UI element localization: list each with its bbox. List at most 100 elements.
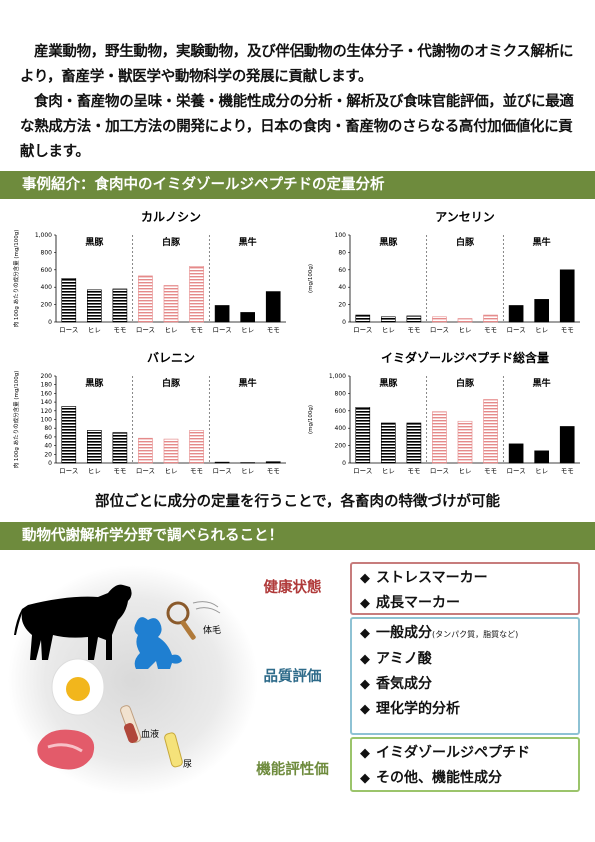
y-tick-label: 60 bbox=[44, 434, 52, 441]
x-tick-label: ヒレ bbox=[459, 467, 472, 475]
x-tick-label: ロース bbox=[59, 326, 78, 334]
y-tick-label: 0 bbox=[48, 460, 52, 467]
y-tick-label: 20 bbox=[338, 302, 346, 309]
bar bbox=[61, 406, 77, 464]
brush-icon bbox=[166, 601, 221, 640]
x-tick-label: ヒレ bbox=[165, 467, 178, 475]
x-tick-label: モモ bbox=[407, 467, 420, 475]
egg-icon bbox=[51, 658, 105, 716]
y-tick-label: 200 bbox=[41, 373, 53, 380]
bar bbox=[214, 461, 230, 464]
bar bbox=[432, 411, 447, 464]
x-tick-label: モモ bbox=[267, 467, 280, 475]
blood-tube-icon bbox=[120, 705, 142, 743]
fur-label: 体毛 bbox=[203, 624, 221, 636]
y-tick-label: 100 bbox=[41, 417, 53, 424]
x-tick-label: ヒレ bbox=[535, 467, 548, 475]
bar bbox=[240, 462, 255, 464]
x-tick-label: ヒレ bbox=[88, 467, 101, 475]
y-tick-label: 600 bbox=[335, 408, 347, 415]
y-tick-label: 0 bbox=[48, 319, 52, 326]
x-tick-label: モモ bbox=[113, 467, 126, 475]
y-axis-label: 肉 100g あたりの成分含量 (mg/100g) bbox=[12, 371, 20, 469]
bar bbox=[163, 285, 179, 323]
y-axis-label: (mg/100g) bbox=[308, 405, 314, 434]
x-tick-label: ロース bbox=[430, 467, 449, 475]
list-item: ◆ 一般成分(タンパク質，脂質など) bbox=[360, 625, 519, 641]
bar bbox=[214, 305, 230, 323]
chart-caption: 部位ごとに成分の定量を行うことで，各畜肉の特徴づけが可能 bbox=[95, 494, 500, 510]
urine-label: 尿 bbox=[183, 759, 192, 770]
y-tick-label: 140 bbox=[41, 399, 53, 406]
dog-icon bbox=[134, 617, 182, 669]
bar bbox=[457, 318, 473, 323]
x-tick-label: モモ bbox=[267, 326, 280, 334]
x-tick-label: ヒレ bbox=[88, 326, 101, 334]
y-tick-label: 120 bbox=[41, 408, 53, 415]
x-tick-label: モモ bbox=[561, 467, 574, 475]
bar bbox=[87, 430, 102, 464]
intro-text: 産業動物，野生動物，実験動物，及び伴侶動物の生体分子・代謝物のオミクス解析により… bbox=[20, 40, 580, 165]
y-tick-label: 80 bbox=[338, 249, 346, 256]
bar bbox=[112, 432, 128, 464]
x-tick-label: モモ bbox=[484, 326, 497, 334]
bar bbox=[508, 305, 524, 323]
y-tick-label: 40 bbox=[44, 443, 52, 450]
diamond-bullet-icon: ◆ bbox=[360, 746, 370, 761]
group-label: 黒豚 bbox=[85, 378, 104, 389]
list-item: ◆ 香気成分 bbox=[360, 676, 432, 692]
x-tick-label: モモ bbox=[190, 326, 203, 334]
x-tick-label: モモ bbox=[561, 326, 574, 334]
blood-label: 血液 bbox=[141, 728, 159, 740]
bar bbox=[138, 437, 153, 464]
bar bbox=[138, 275, 153, 323]
x-tick-label: ロース bbox=[507, 326, 526, 334]
diamond-bullet-icon: ◆ bbox=[360, 571, 370, 586]
y-tick-label: 160 bbox=[41, 390, 53, 397]
list-item: ◆ ストレスマーカー bbox=[360, 570, 488, 586]
list-item: ◆ イミダゾールジペプチド bbox=[360, 745, 530, 761]
x-tick-label: ヒレ bbox=[165, 326, 178, 334]
category-box-health: ◆ ストレスマーカー ◆ 成長マーカー bbox=[350, 562, 580, 615]
chart-imidazole-total: イミダゾールジペプチド総含量 (mg/100g) 0 200 400 600 800 1,00… bbox=[302, 348, 587, 486]
chart-title: バレニン bbox=[147, 351, 195, 365]
chart-balenine: バレニン肉 100g あたりの成分含量 (mg/100g) 0 20 40 60 80 10… bbox=[8, 348, 293, 486]
bar bbox=[406, 315, 422, 323]
group-label: 黒牛 bbox=[239, 236, 257, 248]
y-tick-label: 400 bbox=[335, 425, 347, 432]
category-label-quality: 品質評価 bbox=[263, 669, 322, 685]
category-label-health: 健康状態 bbox=[263, 580, 322, 596]
bar bbox=[508, 443, 524, 464]
list-item: ◆ 成長マーカー bbox=[360, 595, 460, 611]
y-tick-label: 100 bbox=[335, 232, 347, 239]
x-tick-label: モモ bbox=[484, 467, 497, 475]
bar bbox=[112, 288, 128, 323]
x-tick-label: モモ bbox=[113, 326, 126, 334]
diamond-bullet-icon: ◆ bbox=[360, 596, 370, 611]
group-label: 白豚 bbox=[456, 236, 475, 248]
bar bbox=[432, 316, 447, 323]
y-tick-label: 180 bbox=[41, 382, 53, 389]
bar bbox=[483, 314, 498, 323]
bar bbox=[559, 426, 575, 464]
diamond-bullet-icon: ◆ bbox=[360, 771, 370, 786]
list-item: ◆ 理化学的分析 bbox=[360, 701, 460, 717]
chart-carnosine: カルノシン肉 100g あたりの成分含量 (mg/100g) 0 200 400 600… bbox=[8, 207, 293, 345]
x-tick-label: ヒレ bbox=[241, 467, 254, 475]
intro-paragraph-1: 産業動物，野生動物，実験動物，及び伴侶動物の生体分子・代謝物のオミクス解析により… bbox=[20, 44, 574, 85]
x-tick-label: ロース bbox=[136, 467, 155, 475]
section-header-research: 動物代謝解析学分野で調べられること！ bbox=[0, 522, 595, 550]
bar bbox=[189, 266, 204, 323]
category-label-function: 機能評性価 bbox=[256, 762, 329, 778]
chart-anserine: アンセリン (mg/100g) 0 20 40 60 80 100 黒豚 白豚 黒牛 ロース ヒレ モモ ロ… bbox=[302, 207, 587, 345]
group-label: 黒豚 bbox=[379, 237, 398, 248]
y-axis-label: 肉 100g あたりの成分含量 (mg/100g) bbox=[12, 230, 20, 328]
group-label: 白豚 bbox=[456, 377, 475, 389]
bar bbox=[163, 438, 179, 464]
y-tick-label: 400 bbox=[41, 284, 53, 291]
x-tick-label: ロース bbox=[59, 467, 78, 475]
y-tick-label: 200 bbox=[41, 302, 53, 309]
x-tick-label: モモ bbox=[190, 467, 203, 475]
y-tick-label: 800 bbox=[41, 249, 53, 256]
group-label: 黒豚 bbox=[85, 237, 104, 248]
